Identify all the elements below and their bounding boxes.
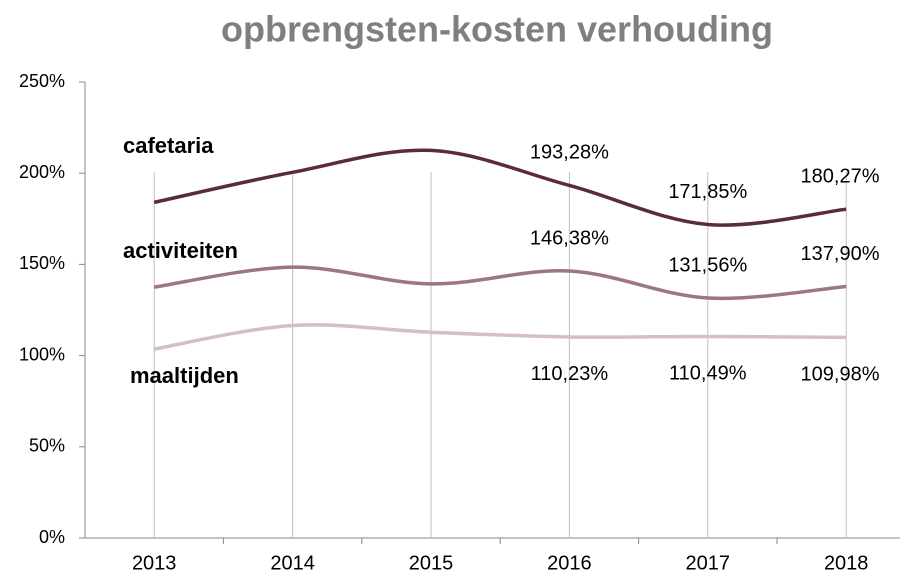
y-tick-label: 100% <box>19 344 65 364</box>
line-series <box>153 148 847 227</box>
data-label: 180,27% <box>801 165 880 187</box>
data-label: 193,28% <box>530 142 609 164</box>
x-tick-label: 2017 <box>686 552 731 574</box>
x-tick-label: 2016 <box>547 552 592 574</box>
y-tick-label: 0% <box>39 527 65 547</box>
y-tick-label: 250% <box>19 71 65 91</box>
x-tick-label: 2013 <box>132 552 177 574</box>
line-series <box>153 323 847 351</box>
line-series <box>153 265 847 301</box>
data-label: 110,49% <box>669 363 747 385</box>
x-tick-label: 2014 <box>270 552 315 574</box>
data-label: 131,56% <box>668 254 747 276</box>
data-label: 171,85% <box>668 181 747 203</box>
y-tick-label: 200% <box>19 162 65 182</box>
data-label: 109,98% <box>801 364 880 386</box>
series-label: maaltijden <box>130 363 239 388</box>
series-label: activiteiten <box>123 238 238 263</box>
data-label: 110,23% <box>531 363 609 385</box>
data-label: 137,90% <box>801 243 880 265</box>
x-tick-label: 2015 <box>409 552 454 574</box>
chart-title: opbrengsten-kosten verhouding <box>221 9 773 50</box>
x-tick-label: 2018 <box>824 552 869 574</box>
data-label: 146,38% <box>530 227 609 249</box>
y-tick-label: 150% <box>19 253 65 273</box>
y-tick-label: 50% <box>29 436 65 456</box>
series-label: cafetaria <box>123 133 214 158</box>
